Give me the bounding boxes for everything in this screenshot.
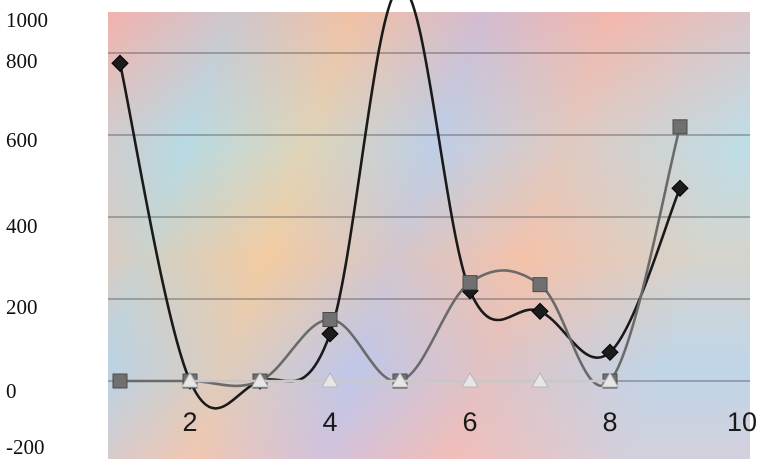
data-point-triangle [461,371,479,388]
data-point-diamond [601,343,619,362]
data-point-square [322,312,338,327]
data-point-triangle [321,371,339,388]
y-axis-tick-labels: 1000 800 600 400 200 0 -200 [6,8,48,459]
data-point-diamond [671,179,689,198]
data-point-square [462,275,478,291]
x-axis-tick-labels: 2 4 6 8 10 [182,407,757,437]
y-tick-label: -200 [6,435,45,459]
x-tick-label: 4 [322,407,337,437]
data-point-triangle [391,371,409,388]
data-point-triangle [251,371,269,388]
data-point-triangle [181,371,199,388]
y-tick-label: 200 [6,295,38,319]
x-tick-label: 6 [462,407,477,437]
data-point-diamond [111,54,129,72]
data-point-square [672,119,688,135]
y-tick-label: 400 [6,214,38,238]
x-tick-label: 10 [727,407,757,437]
y-tick-label: 800 [6,49,38,73]
y-tick-label: 600 [6,128,38,152]
x-tick-label: 2 [182,407,197,437]
data-point-diamond [531,302,549,321]
y-tick-label: 1000 [6,8,48,32]
data-point-square [532,277,548,293]
series-group [111,0,689,410]
y-tick-label: 0 [6,379,17,403]
data-point-square [112,373,128,389]
data-point-triangle [531,371,549,388]
data-point-triangle [601,371,619,388]
data-point-diamond [321,325,339,343]
x-tick-label: 8 [602,407,617,437]
